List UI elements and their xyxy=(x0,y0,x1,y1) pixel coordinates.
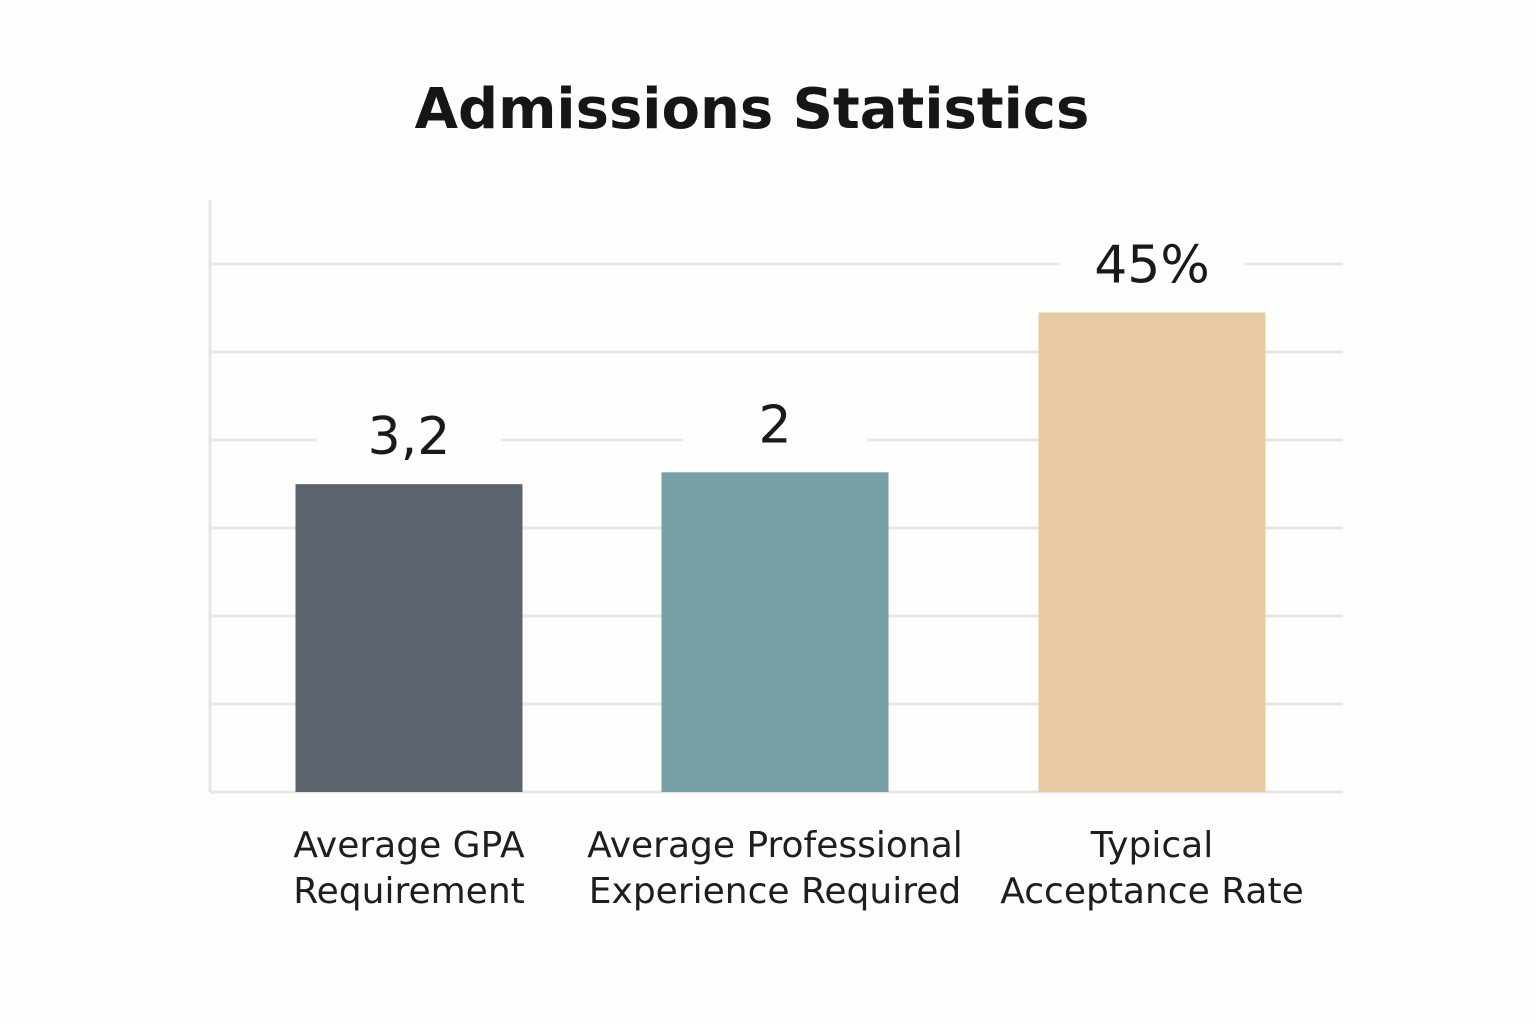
value-label: 2 xyxy=(758,395,791,455)
category-label: Average Professional xyxy=(587,825,963,866)
category-label: Typical xyxy=(1090,825,1213,866)
bars xyxy=(295,312,1266,792)
value-label-bg xyxy=(317,408,501,469)
value-label: 45% xyxy=(1094,235,1210,295)
chart-title: Admissions Statistics xyxy=(415,77,1090,142)
value-label: 3,2 xyxy=(368,407,451,467)
bar xyxy=(1038,312,1266,792)
category-label: Requirement xyxy=(293,871,525,912)
value-labels: 3,2 2 45% xyxy=(317,235,1244,469)
category-labels: Average GPA Requirement Average Profession… xyxy=(293,825,1304,912)
value-label-bg xyxy=(1060,236,1244,297)
bar xyxy=(295,484,523,792)
category-label: Average GPA xyxy=(293,825,525,866)
category-label: Experience Required xyxy=(589,871,961,912)
value-label-bg xyxy=(683,396,867,457)
category-label: Acceptance Rate xyxy=(1000,871,1304,912)
bar xyxy=(661,472,889,792)
